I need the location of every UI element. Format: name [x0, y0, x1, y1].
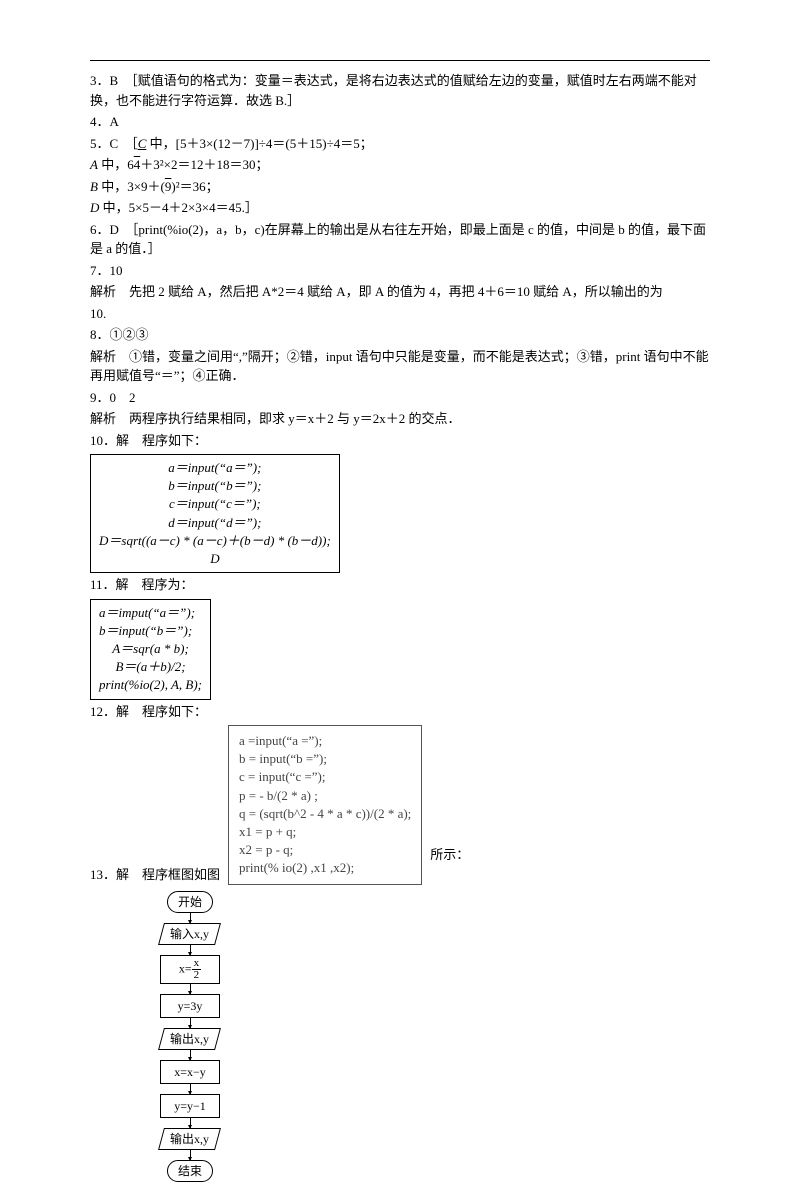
answer-4: 4．A	[90, 112, 710, 132]
answer-3: 3．B ［赋值语句的格式为：变量＝表达式，是将右边表达式的值赋给左边的变量，赋值…	[90, 71, 710, 110]
answer-8: 8．①②③	[90, 325, 710, 345]
fc-step3: x=x−y	[160, 1060, 220, 1084]
answer-7-explain-last: 10.	[90, 304, 710, 324]
answer-5-a: A 中，64＋3²×2＝12＋18＝30；	[90, 155, 710, 175]
code10-l5: D＝sqrt((a－c) * (a－c)＋(b－d) * (b－d));	[99, 532, 331, 550]
answer-7: 7．10	[90, 261, 710, 281]
code-box-10: a＝input(“a＝”); b＝input(“b＝”); c＝input(“c…	[90, 454, 340, 573]
fc-step2: y=3y	[160, 994, 220, 1018]
fc-output1: 输出x,y	[159, 1028, 222, 1050]
code10-l1: a＝input(“a＝”);	[99, 459, 331, 477]
answer-5-label: 5．C	[90, 136, 118, 151]
code-box-11: a＝imput(“a＝”); b＝input(“b＝”); A＝sqr(a * …	[90, 599, 211, 700]
arrow-icon	[190, 1084, 191, 1094]
fc-start: 开始	[167, 891, 213, 913]
answer-8-label: 8．①②③	[90, 327, 149, 342]
arrow-icon	[190, 1150, 191, 1160]
code12-l3: c = input(“c =”);	[239, 768, 411, 786]
answer-3-explain: ［赋值语句的格式为：变量＝表达式，是将右边表达式的值赋给左边的变量，赋值时左右两…	[90, 73, 697, 108]
code-box-12: a =input(“a =”); b = input(“b =”); c = i…	[228, 725, 422, 885]
code12-l1: a =input(“a =”);	[239, 732, 411, 750]
answer-8-explain: 解析 ①错，变量之间用“,”隔开；②错，input 语句中只能是变量，而不能是表…	[90, 347, 710, 386]
answer-9: 9．0 2	[90, 388, 710, 408]
answer-13-label: 13．解 程序框图如图	[90, 867, 220, 882]
code12-l5: q = (sqrt(b^2 - 4 * a * c))/(2 * a);	[239, 805, 411, 823]
flowchart: 开始 输入x,y x=x2 y=3y 输出x,y x=x−y y=y−1 输出x…	[130, 891, 250, 1182]
q13-row: 13．解 程序框图如图 a =input(“a =”); b = input(“…	[90, 725, 710, 885]
arrow-icon	[190, 1018, 191, 1028]
answer-9-explain: 解析 两程序执行结果相同，即求 y＝x＋2 与 y＝2x＋2 的交点．	[90, 409, 710, 429]
answer-12-label: 12．解 程序如下：	[90, 704, 207, 719]
answer-5-b: B 中，3×9＋(9)²＝36；	[90, 177, 710, 197]
code11-l2: b＝input(“b＝”);	[99, 622, 202, 640]
answer-3-label: 3．B	[90, 73, 118, 88]
code11-l1: a＝imput(“a＝”);	[99, 604, 202, 622]
code12-l2: b = input(“b =”);	[239, 750, 411, 768]
answer-11-label: 11．解 程序为：	[90, 577, 194, 592]
fc-end: 结束	[167, 1160, 213, 1182]
arrow-icon	[190, 945, 191, 955]
fc-input: 输入x,y	[159, 923, 222, 945]
answer-11: 11．解 程序为：	[90, 575, 710, 595]
answer-6-explain: ［print(%io(2)，a，b，c)在屏幕上的输出是从右往左开始，即最上面是…	[90, 222, 706, 257]
answer-10: 10．解 程序如下：	[90, 431, 710, 451]
answer-7-label: 7．10	[90, 263, 123, 278]
code12-l4: p = - b/(2 * a) ;	[239, 787, 411, 805]
answer-5: 5．C ［C 中，[5＋3×(12－7)]÷4＝(5＋15)÷4＝5；	[90, 134, 710, 154]
answer-6: 6．D ［print(%io(2)，a，b，c)在屏幕上的输出是从右往左开始，即…	[90, 220, 710, 259]
code10-l3: c＝input(“c＝”);	[99, 495, 331, 513]
arrow-icon	[190, 1050, 191, 1060]
fc-step4: y=y−1	[160, 1094, 220, 1118]
answer-5-d: D 中，5×5－4＋2×3×4＝45.］	[90, 198, 710, 218]
answer-9-label: 9．0 2	[90, 390, 136, 405]
code10-l4: d＝input(“d＝”);	[99, 514, 331, 532]
answer-12: 12．解 程序如下：	[90, 702, 710, 722]
answer-6-label: 6．D	[90, 222, 119, 237]
arrow-icon	[190, 984, 191, 994]
code11-l3: A＝sqr(a * b);	[99, 640, 202, 658]
code12-l8: print(% io(2) ,x1 ,x2);	[239, 859, 411, 877]
code12-l7: x2 = p - q;	[239, 841, 411, 859]
code11-l4: B＝(a＋b)/2;	[99, 658, 202, 676]
code10-l2: b＝input(“b＝”);	[99, 477, 331, 495]
answer-7-explain: 解析 先把 2 赋给 A，然后把 A*2＝4 赋给 A，即 A 的值为 4，再把…	[90, 282, 710, 302]
answer-13-after: 所示：	[430, 845, 469, 885]
arrow-icon	[190, 1118, 191, 1128]
arrow-icon	[190, 913, 191, 923]
answer-13: 13．解 程序框图如图	[90, 865, 220, 885]
code12-l6: x1 = p + q;	[239, 823, 411, 841]
code11-l5: print(%io(2), A, B);	[99, 676, 202, 694]
fc-step1: x=x2	[160, 955, 220, 984]
answer-10-label: 10．解 程序如下：	[90, 433, 207, 448]
fc-output2: 输出x,y	[159, 1128, 222, 1150]
answer-4-label: 4．A	[90, 114, 119, 129]
code10-l6: D	[99, 550, 331, 568]
